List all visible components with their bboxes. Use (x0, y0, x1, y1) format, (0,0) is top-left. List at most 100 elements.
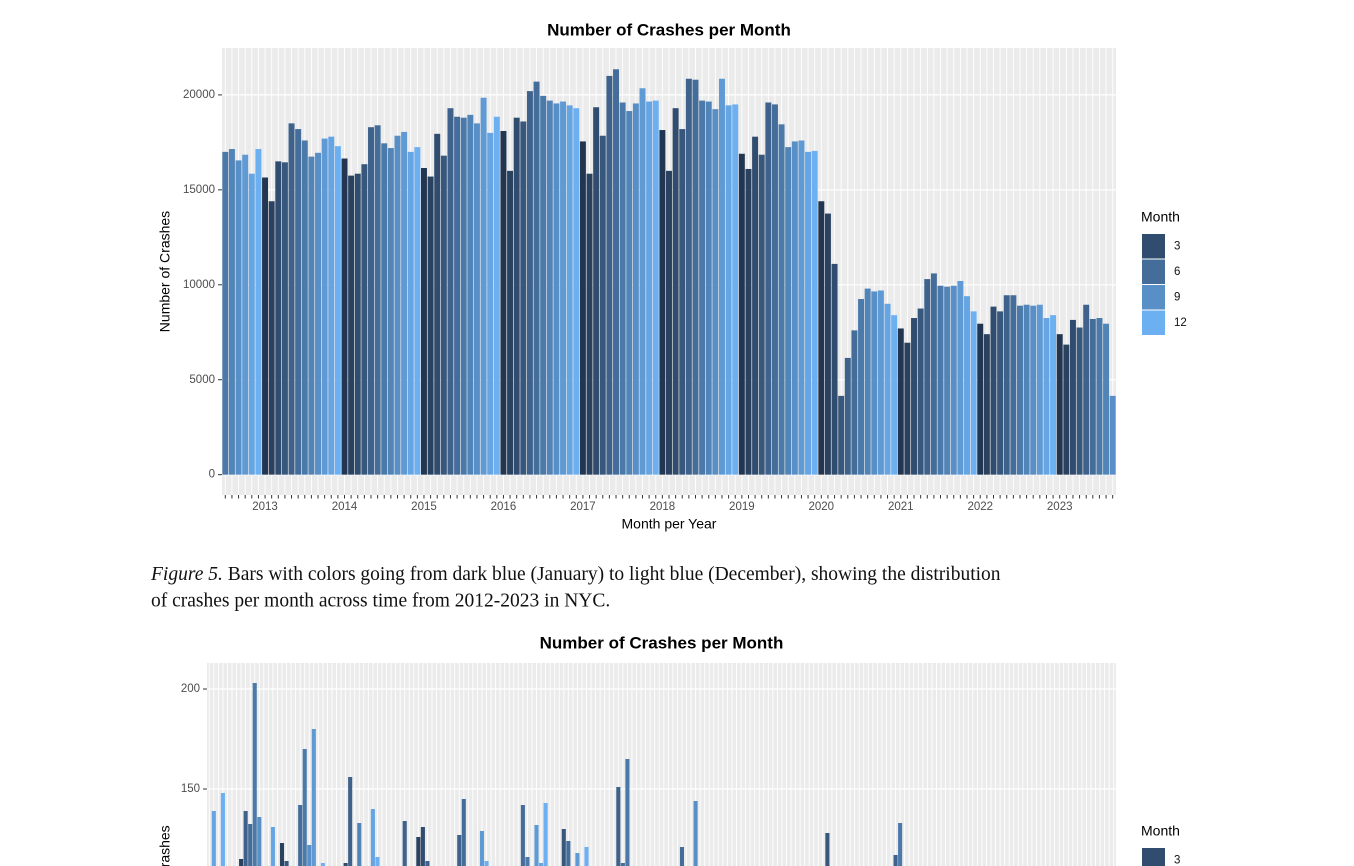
legend-key (1142, 310, 1165, 335)
x-axis-title: Month per Year (622, 516, 717, 532)
bar (334, 146, 341, 475)
bar (239, 859, 244, 866)
bar (370, 809, 375, 866)
bar (480, 97, 487, 475)
bar (1056, 334, 1063, 475)
bar (268, 201, 275, 475)
x-tick-label: 2014 (332, 501, 358, 513)
x-tick-label: 2019 (729, 501, 755, 513)
bar (718, 78, 725, 475)
bar (924, 279, 931, 475)
x-tick-label: 2018 (650, 501, 676, 513)
bar (771, 104, 778, 475)
bar (279, 843, 285, 866)
bar (539, 863, 544, 866)
bar (461, 799, 466, 866)
bar (407, 151, 414, 475)
bar (401, 131, 408, 475)
bar (275, 161, 282, 475)
bar (354, 173, 361, 475)
legend-key (1142, 285, 1165, 310)
legend-title: Month (1141, 823, 1180, 839)
bar (298, 805, 303, 866)
bar (320, 863, 325, 866)
bar (877, 290, 884, 475)
bar (262, 177, 269, 475)
y-axis-title: Number of Crashes (157, 825, 173, 866)
bar (248, 824, 253, 866)
bar (467, 114, 474, 475)
bar (315, 152, 322, 475)
bar (825, 833, 830, 866)
bar (752, 136, 759, 475)
bar (791, 141, 798, 475)
legend-key (1142, 234, 1165, 259)
bar (394, 135, 401, 475)
bar (457, 835, 462, 866)
bar (692, 79, 699, 475)
bar (307, 845, 312, 866)
bar (997, 311, 1004, 475)
bar (666, 170, 672, 475)
bar (454, 116, 461, 475)
bar (616, 787, 621, 866)
bar (898, 823, 903, 866)
bar (679, 129, 686, 475)
bar (838, 395, 845, 475)
bar (242, 154, 249, 475)
bar (1030, 305, 1037, 475)
bar (957, 280, 964, 475)
bar (699, 100, 706, 475)
x-tick-label: 2020 (809, 501, 835, 513)
y-tick-label: 200 (181, 683, 200, 695)
bar (1043, 318, 1050, 475)
bar (566, 841, 571, 866)
bar (593, 107, 600, 475)
bar (368, 127, 374, 475)
bar (584, 847, 589, 866)
caption-line: Figure 5. Bars with colors going from da… (150, 564, 1001, 585)
bar (546, 100, 553, 475)
bar (447, 108, 454, 475)
bar (765, 102, 772, 475)
bar (831, 263, 838, 475)
bar (626, 111, 633, 475)
y-tick-label: 5000 (189, 374, 215, 386)
bar (235, 160, 242, 475)
chart-title: Number of Crashes per Month (540, 633, 784, 652)
bar (646, 101, 653, 475)
x-tick-label: 2022 (967, 501, 993, 513)
bar (341, 158, 348, 475)
bar (507, 170, 514, 475)
bar (579, 141, 586, 475)
bar (487, 132, 494, 475)
y-axis-title: Number of Crashes (157, 211, 173, 332)
bar (983, 334, 990, 475)
bar (818, 201, 825, 475)
caption-text: Bars with colors going from dark blue (J… (228, 564, 1001, 585)
legend-title: Month (1141, 209, 1180, 225)
plot-panel (207, 663, 1116, 866)
bar (553, 103, 560, 475)
bar (659, 130, 666, 475)
bar (858, 299, 865, 475)
bar (950, 285, 957, 475)
bar (705, 101, 712, 475)
bar (425, 861, 430, 866)
bar (745, 168, 752, 475)
legend-label: 12 (1174, 317, 1187, 329)
y-tick-label: 10000 (183, 279, 215, 291)
caption-line: of crashes per month across time from 20… (151, 590, 610, 611)
bar (484, 861, 489, 866)
bar (911, 318, 918, 475)
bar (1063, 344, 1070, 475)
bar (573, 108, 580, 475)
bar (639, 88, 646, 475)
bar (361, 164, 368, 475)
bar (375, 857, 380, 866)
bar (402, 821, 407, 866)
bar (738, 153, 745, 475)
x-tick-label: 2013 (252, 501, 278, 513)
legend-key (1142, 259, 1165, 284)
